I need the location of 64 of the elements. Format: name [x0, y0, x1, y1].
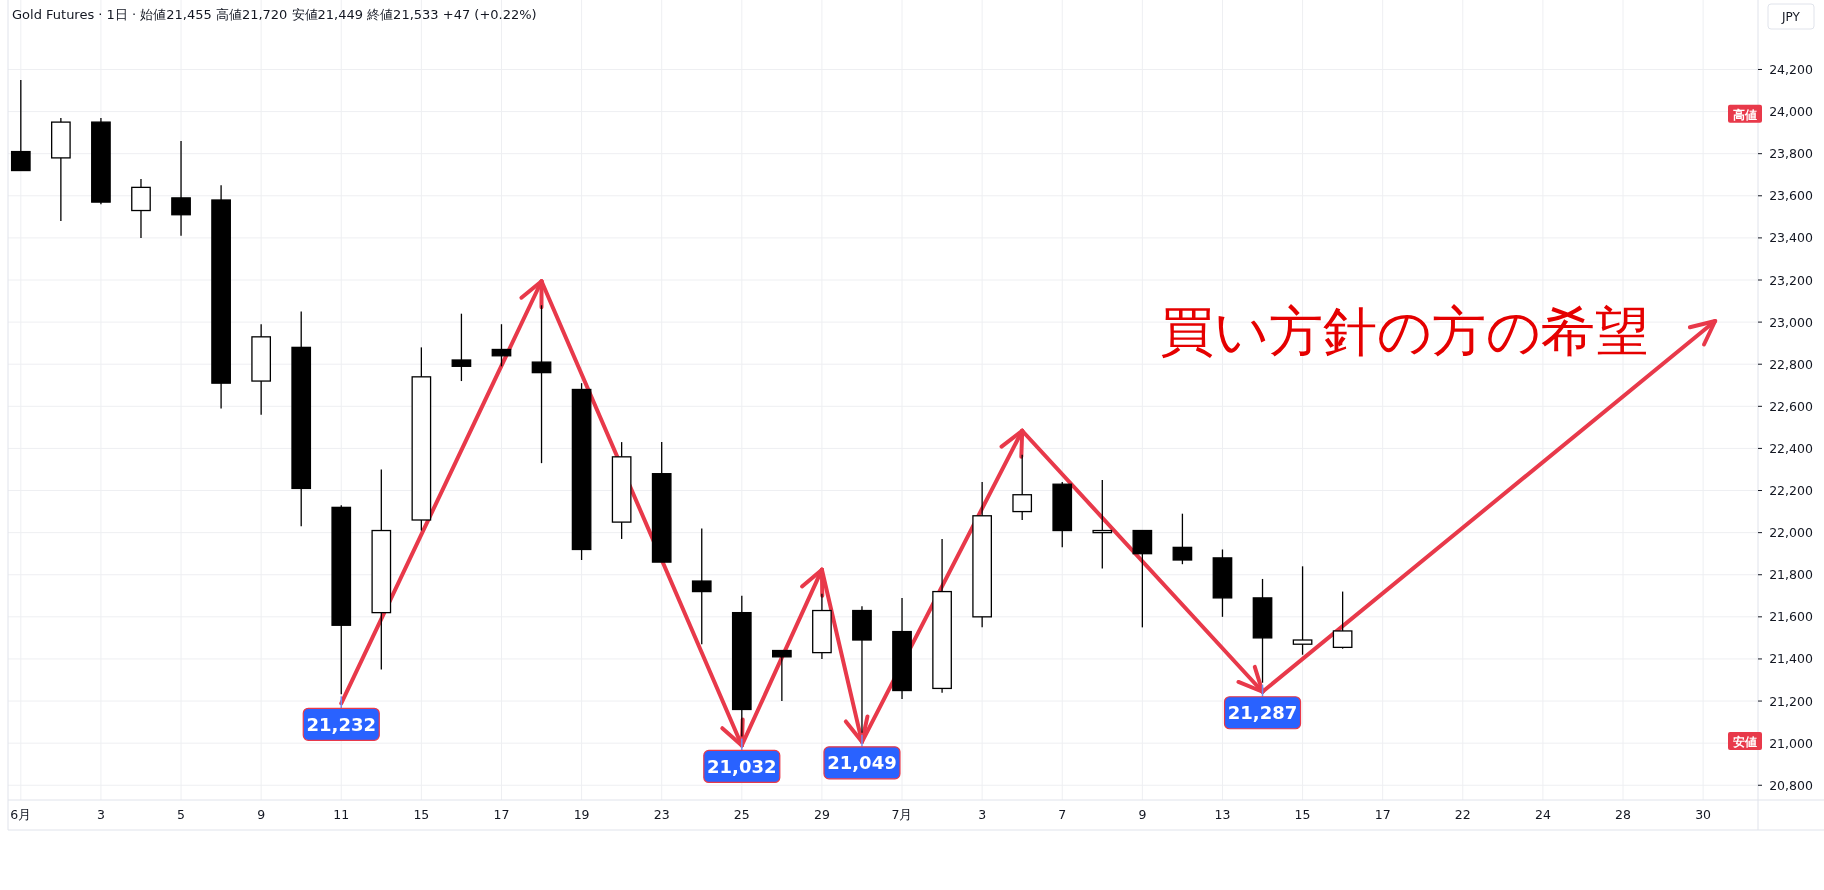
annotation: 21,032	[707, 755, 777, 777]
x-tick-label: 6月	[10, 807, 32, 822]
x-tick-label: 23	[653, 807, 670, 822]
candlestick	[1132, 529, 1153, 629]
y-tick-label: 22,400	[1769, 440, 1813, 456]
candlestick	[1332, 590, 1353, 650]
candlestick	[772, 649, 792, 702]
text: Gold Futures · 1日 · 始値21,455 高値21,720 安値21,449 終値21,533 +47 (+0.22%)	[12, 7, 537, 22]
candlestick	[1292, 565, 1313, 656]
annotation: 21,049	[827, 752, 897, 774]
y-tick-label: 20,800	[1769, 777, 1813, 793]
x-tick-label: 13	[1214, 807, 1231, 822]
x-tick-label: 30	[1695, 807, 1712, 822]
x-tick-label: 19	[573, 807, 590, 822]
y-tick-label: 22,600	[1769, 398, 1813, 414]
y-tick-label: 23,000	[1769, 314, 1813, 330]
y-tick-label: 21,000	[1769, 735, 1813, 751]
y-tick-label: 21,600	[1769, 609, 1813, 625]
annotation: 安値	[1733, 735, 1757, 750]
callout: 21,032	[703, 737, 781, 783]
y-tick-label: 21,200	[1769, 693, 1813, 709]
candlestick	[691, 527, 712, 645]
candlestick	[10, 79, 31, 172]
x-tick-label: 3	[978, 807, 987, 822]
x-tick-label: 7月	[891, 807, 913, 822]
x-tick-label: 17	[1374, 807, 1391, 822]
callout: 21,232	[302, 695, 380, 741]
x-tick-label: 9	[1138, 807, 1147, 822]
x-tick-label: 17	[493, 807, 510, 822]
y-tick-label: 24,200	[1769, 61, 1813, 77]
candlestick	[451, 313, 472, 382]
x-tick-label: 5	[177, 807, 186, 822]
x-tick-label: 11	[333, 807, 350, 822]
y-tick-label: 23,400	[1769, 230, 1813, 246]
x-tick-label: 7	[1058, 807, 1067, 822]
callout: 21,049	[823, 734, 901, 780]
x-tick-label: 24	[1534, 807, 1551, 822]
y-tick-label: 23,600	[1769, 188, 1813, 204]
x-tick-label: 29	[813, 807, 830, 822]
callout: 21,287	[1223, 684, 1302, 730]
candlestick	[171, 140, 191, 237]
annotation: 買い方針の方の希望	[1160, 300, 1649, 363]
annotation: 21,232	[306, 713, 376, 735]
annotation: 高値	[1733, 107, 1757, 122]
x-tick-label: 15	[1294, 807, 1311, 822]
x-tick-label: 25	[733, 807, 750, 822]
y-tick-label: 21,800	[1769, 567, 1813, 583]
y-tick-label: 24,000	[1769, 104, 1813, 120]
y-tick-label: 22,800	[1769, 356, 1813, 372]
annotation: 21,287	[1227, 702, 1298, 724]
x-tick-label: 22	[1454, 807, 1471, 822]
x-tick-label: 9	[257, 807, 266, 822]
y-tick-label: 21,400	[1769, 651, 1813, 667]
y-tick-label: 23,800	[1769, 146, 1813, 162]
y-tick-label: 22,200	[1769, 483, 1813, 499]
candlestick	[1172, 513, 1193, 565]
y-tick-label: 22,000	[1769, 525, 1813, 541]
candlestick	[1092, 479, 1113, 570]
y-tick-label: 23,200	[1769, 272, 1813, 288]
candlestick	[131, 178, 151, 239]
x-tick-label: 3	[96, 807, 105, 822]
x-tick-label: 28	[1615, 807, 1632, 822]
y-axis-title: JPY	[1781, 10, 1801, 24]
x-tick-label: 15	[413, 807, 430, 822]
